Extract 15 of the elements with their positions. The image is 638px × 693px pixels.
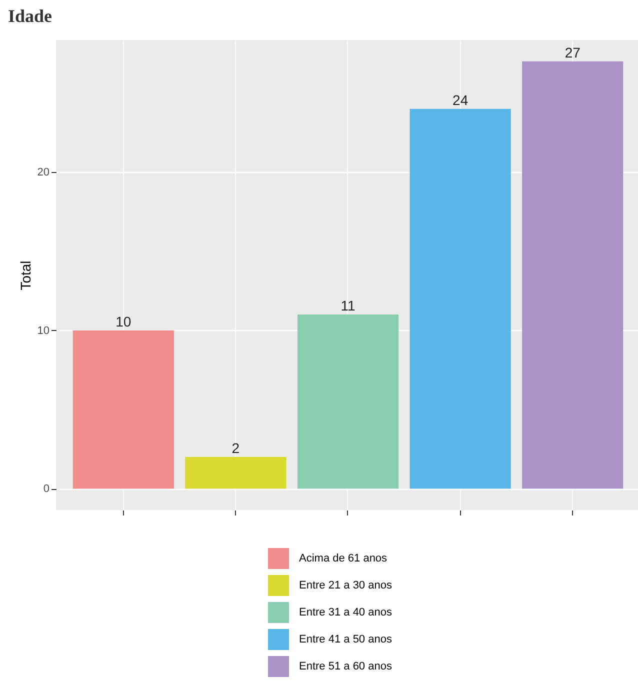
y-axis-title: Total — [17, 260, 34, 290]
y-tick-label: 10 — [37, 324, 50, 337]
legend-label: Acima de 61 anos — [299, 552, 388, 564]
y-tick-label: 0 — [43, 483, 50, 496]
data-label: 27 — [564, 44, 581, 60]
data-label: 11 — [340, 298, 356, 314]
legend-label: Entre 21 a 30 anos — [299, 580, 392, 592]
legend-label: Entre 31 a 40 anos — [299, 606, 392, 618]
chart-title: Idade — [8, 6, 52, 26]
legend-label: Entre 41 a 50 anos — [299, 634, 392, 646]
data-label: 10 — [116, 313, 132, 330]
legend-label: Entre 51 a 60 anos — [299, 660, 392, 672]
data-label: 24 — [452, 92, 468, 108]
y-tick-label: 20 — [37, 166, 50, 179]
data-label: 2 — [232, 440, 240, 456]
